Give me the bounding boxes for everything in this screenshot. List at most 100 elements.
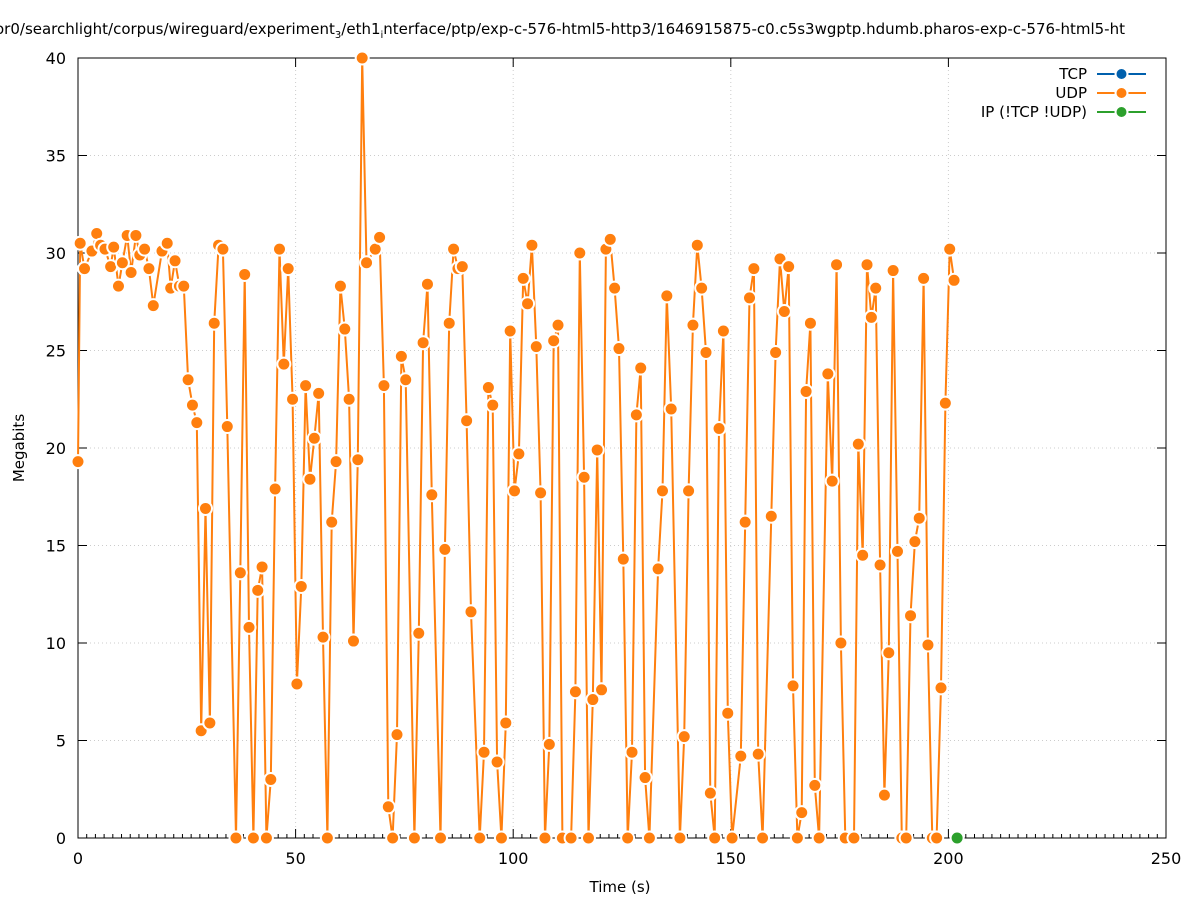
udp-point [302,471,318,487]
udp-point [454,259,470,275]
udp-point [419,276,435,292]
udp-point [907,534,923,550]
udp-point [580,830,596,846]
udp-point [929,830,945,846]
udp-point [306,430,322,446]
udp-point [328,454,344,470]
y-tick-label: 5 [56,732,66,751]
udp-point [389,727,405,743]
udp-point [911,510,927,526]
udp-point [106,239,122,255]
x-tick-label: 200 [933,849,964,868]
ip-point [949,830,965,846]
udp-point [541,736,557,752]
udp-point [755,830,771,846]
y-tick-label: 40 [46,49,66,68]
udp-point [502,323,518,339]
udp-point [802,315,818,331]
udp-point [689,237,705,253]
udp-point [746,261,762,277]
udp-point [332,278,348,294]
udp-point [663,401,679,417]
udp-point [768,344,784,360]
udp-point [385,830,401,846]
udp-point [293,578,309,594]
udp-point [480,380,496,396]
udp-point [594,682,610,698]
udp-point [776,304,792,319]
udp-point [829,257,845,273]
udp-point [602,231,618,247]
y-tick-label: 15 [46,537,66,556]
udp-point [781,259,797,275]
udp-point [916,270,932,286]
udp-point [607,280,623,296]
udp-point [546,333,562,349]
udp-point [176,278,192,294]
udp-point [198,500,214,516]
udp-point [633,360,649,376]
udp-point [215,241,231,257]
udp-point [589,442,605,458]
x-tick-label: 0 [73,849,83,868]
udp-point [263,772,279,787]
x-tick-label: 100 [498,849,529,868]
udp-point [70,454,86,470]
udp-point [628,407,644,423]
udp-point [833,635,849,651]
udp-point [885,263,901,279]
udp-point [511,446,527,462]
udp-point [472,830,488,846]
udp-point [624,744,640,760]
udp-point [942,241,958,257]
udp-point [446,241,462,257]
udp-point [920,637,936,653]
udp-point [415,335,431,351]
udp-point [937,395,953,411]
udp-point [850,436,866,452]
series-udp [70,50,962,846]
chart-title: or0/searchlight/corpus/wireguard/experim… [0,20,1125,41]
legend-label: TCP [1058,65,1087,83]
udp-point [493,830,509,846]
udp-point [245,830,261,846]
udp-point [159,235,175,251]
udp-point [324,514,340,530]
udp-point [319,830,335,846]
udp-point [563,830,579,846]
tick-labels: 0 5 10 15 20 25 30 35 40 0 50 100 150 200 250 [46,49,1182,868]
udp-point [898,830,914,846]
udp-point [903,608,919,624]
udp-point [524,237,540,253]
udp-point [437,541,453,557]
udp-point [868,280,884,296]
udp-point [459,413,475,429]
chart-title-mid: /eth1 [341,20,380,38]
udp-point [807,777,823,793]
udp-point [289,676,305,692]
udp-point [654,483,670,499]
udp-point [737,514,753,530]
x-tick-label: 250 [1151,849,1182,868]
udp-point [489,754,505,770]
udp-point [572,245,588,261]
udp-point [72,235,88,251]
udp-point [794,805,810,821]
udp-point [846,830,862,846]
plot-area [70,50,965,846]
udp-point [114,255,130,271]
udp-point [411,625,427,641]
udp-point [611,341,627,357]
udp-point [219,419,235,435]
udp-point [424,487,440,503]
udp-point [855,547,871,563]
legend-item-ip: IP (!TCP !UDP) [981,103,1146,121]
udp-point [110,278,126,294]
udp-point [380,799,396,815]
udp-point [276,356,292,372]
udp-point [681,483,697,499]
series-ip [949,830,965,846]
udp-point [881,645,897,661]
